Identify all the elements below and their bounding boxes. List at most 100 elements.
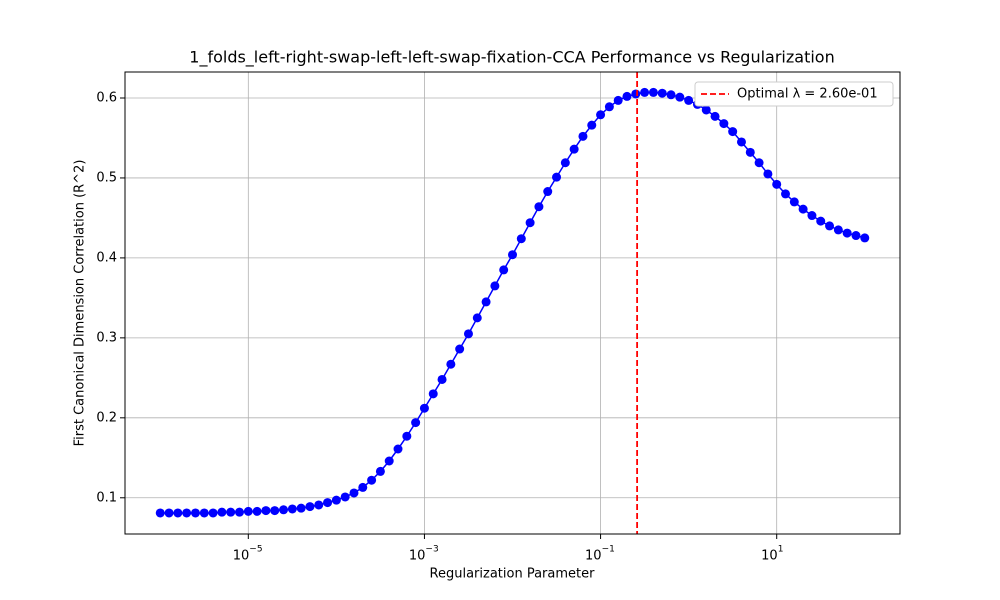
- data-point: [736, 137, 746, 147]
- x-tick-exponent: −5: [249, 545, 262, 555]
- data-point: [314, 500, 324, 510]
- data-point: [455, 344, 465, 354]
- data-point: [789, 197, 799, 207]
- data-point: [243, 506, 253, 516]
- data-point: [164, 508, 174, 518]
- data-point: [807, 211, 817, 221]
- legend-label: Optimal λ = 2.60e-01: [737, 87, 878, 102]
- data-point: [560, 158, 570, 168]
- data-point: [745, 147, 755, 157]
- data-point: [684, 95, 694, 105]
- data-point: [367, 475, 377, 485]
- data-point: [825, 221, 835, 231]
- x-tick-label: 10: [233, 549, 250, 564]
- y-tick-label: 0.1: [96, 490, 117, 505]
- data-point: [860, 233, 870, 243]
- data-point: [155, 508, 165, 518]
- data-point: [754, 158, 764, 168]
- data-point: [604, 102, 614, 112]
- data-point: [490, 281, 500, 291]
- x-tick-exponent: −3: [425, 545, 438, 555]
- data-point: [508, 250, 518, 260]
- data-point: [543, 187, 553, 197]
- data-point: [798, 204, 808, 214]
- data-point: [393, 444, 403, 454]
- data-point: [569, 144, 579, 154]
- data-point: [402, 431, 412, 441]
- data-point: [675, 92, 685, 102]
- data-point: [587, 120, 597, 130]
- data-point: [657, 88, 667, 98]
- data-point: [613, 95, 623, 105]
- data-point: [622, 91, 632, 101]
- data-point: [411, 418, 421, 428]
- data-point: [340, 492, 350, 502]
- data-point: [631, 89, 641, 99]
- data-point: [772, 179, 782, 189]
- x-tick-exponent: −1: [602, 545, 615, 555]
- data-point: [463, 329, 473, 339]
- data-point: [234, 507, 244, 517]
- x-tick-label: 10: [409, 549, 426, 564]
- data-point: [842, 228, 852, 238]
- data-point: [728, 127, 738, 137]
- data-point: [226, 507, 236, 517]
- data-point: [375, 466, 385, 476]
- data-point: [534, 202, 544, 212]
- data-point: [419, 403, 429, 413]
- data-point: [763, 169, 773, 179]
- x-tick-label: 10: [585, 549, 602, 564]
- y-tick-label: 0.6: [96, 90, 117, 105]
- data-point: [446, 359, 456, 369]
- x-axis-label: Regularization Parameter: [430, 567, 596, 582]
- data-point: [833, 225, 843, 235]
- data-point: [261, 506, 271, 516]
- data-point: [851, 231, 861, 241]
- data-point: [252, 506, 262, 516]
- y-tick-label: 0.2: [96, 410, 117, 425]
- data-point: [270, 506, 280, 516]
- data-point: [296, 503, 306, 513]
- data-point: [525, 218, 535, 228]
- data-point: [323, 498, 333, 508]
- data-point: [208, 508, 218, 518]
- data-point: [481, 297, 491, 307]
- y-tick-label: 0.5: [96, 170, 117, 185]
- data-point: [578, 131, 588, 141]
- data-point: [710, 111, 720, 121]
- data-point: [199, 508, 209, 518]
- y-tick-label: 0.3: [96, 330, 117, 345]
- data-point: [305, 502, 315, 512]
- x-tick-exponent: 1: [778, 545, 784, 555]
- x-tick-label: 10: [761, 549, 778, 564]
- y-tick-label: 0.4: [96, 250, 117, 265]
- data-point: [437, 374, 447, 384]
- data-point: [279, 505, 289, 515]
- data-point: [648, 87, 658, 97]
- data-point: [428, 389, 438, 399]
- y-axis-label: First Canonical Dimension Correlation (R…: [73, 160, 88, 447]
- data-point: [173, 508, 183, 518]
- plot-frame: [124, 71, 901, 535]
- data-point: [287, 504, 297, 514]
- data-point: [190, 508, 200, 518]
- data-point: [640, 87, 650, 97]
- data-point: [719, 119, 729, 129]
- data-point: [516, 234, 526, 244]
- data-point: [816, 216, 826, 226]
- data-point: [182, 508, 192, 518]
- data-point: [781, 189, 791, 199]
- legend: Optimal λ = 2.60e-01: [694, 81, 894, 107]
- data-point: [701, 105, 711, 115]
- data-point: [499, 265, 509, 275]
- data-point: [472, 313, 482, 323]
- data-point: [358, 482, 368, 492]
- data-point: [349, 488, 359, 498]
- data-point: [666, 90, 676, 100]
- legend-box: [694, 81, 894, 107]
- data-point: [384, 456, 394, 466]
- data-point: [596, 110, 606, 120]
- data-point: [331, 495, 341, 505]
